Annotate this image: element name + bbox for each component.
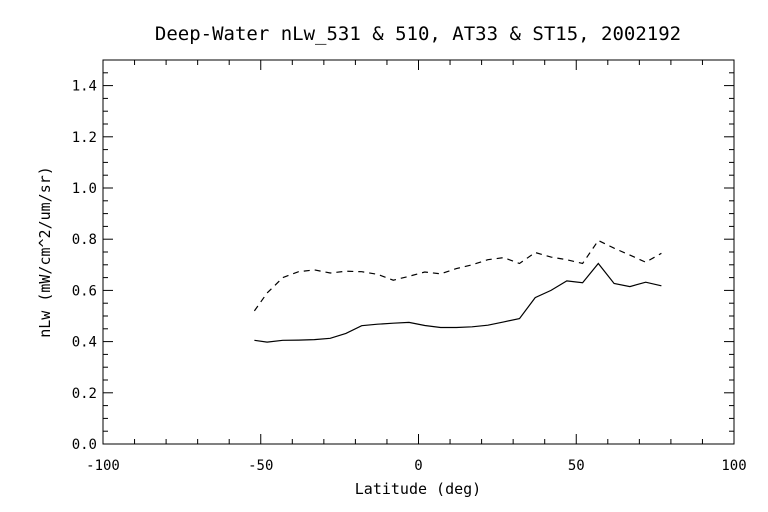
series-layer <box>253 239 662 343</box>
chart-title: Deep-Water nLw_531 & 510, AT33 & ST15, 2… <box>155 23 681 45</box>
x-tick-label: 0 <box>414 458 422 474</box>
y-tick-label: 0.6 <box>72 283 97 299</box>
y-tick-label: 0.0 <box>72 437 97 453</box>
x-axis-label: Latitude (deg) <box>355 480 481 498</box>
y-tick-label: 0.8 <box>72 232 97 248</box>
y-tick-label: 1.2 <box>72 130 97 146</box>
y-axis-label: nLw (mW/cm^2/um/sr) <box>36 166 54 338</box>
y-tick-label: 1.0 <box>72 181 97 197</box>
plot-frame <box>102 59 735 445</box>
y-tick-label: 0.4 <box>72 335 97 351</box>
axis-ticks <box>102 59 735 445</box>
y-tick-label: 1.4 <box>72 79 97 95</box>
x-tick-label: 50 <box>568 458 585 474</box>
y-tick-label: 0.2 <box>72 386 97 402</box>
series-line-1 <box>254 262 662 343</box>
axis-tick-labels: -100 -50 0 50 100 0.0 0.2 0.4 0.6 0.8 1.0 1.2 1.4 <box>72 79 747 474</box>
x-tick-label: -50 <box>248 458 273 474</box>
x-tick-label: 100 <box>721 458 746 474</box>
series-line-2 <box>253 239 662 312</box>
x-tick-label: -100 <box>86 458 120 474</box>
